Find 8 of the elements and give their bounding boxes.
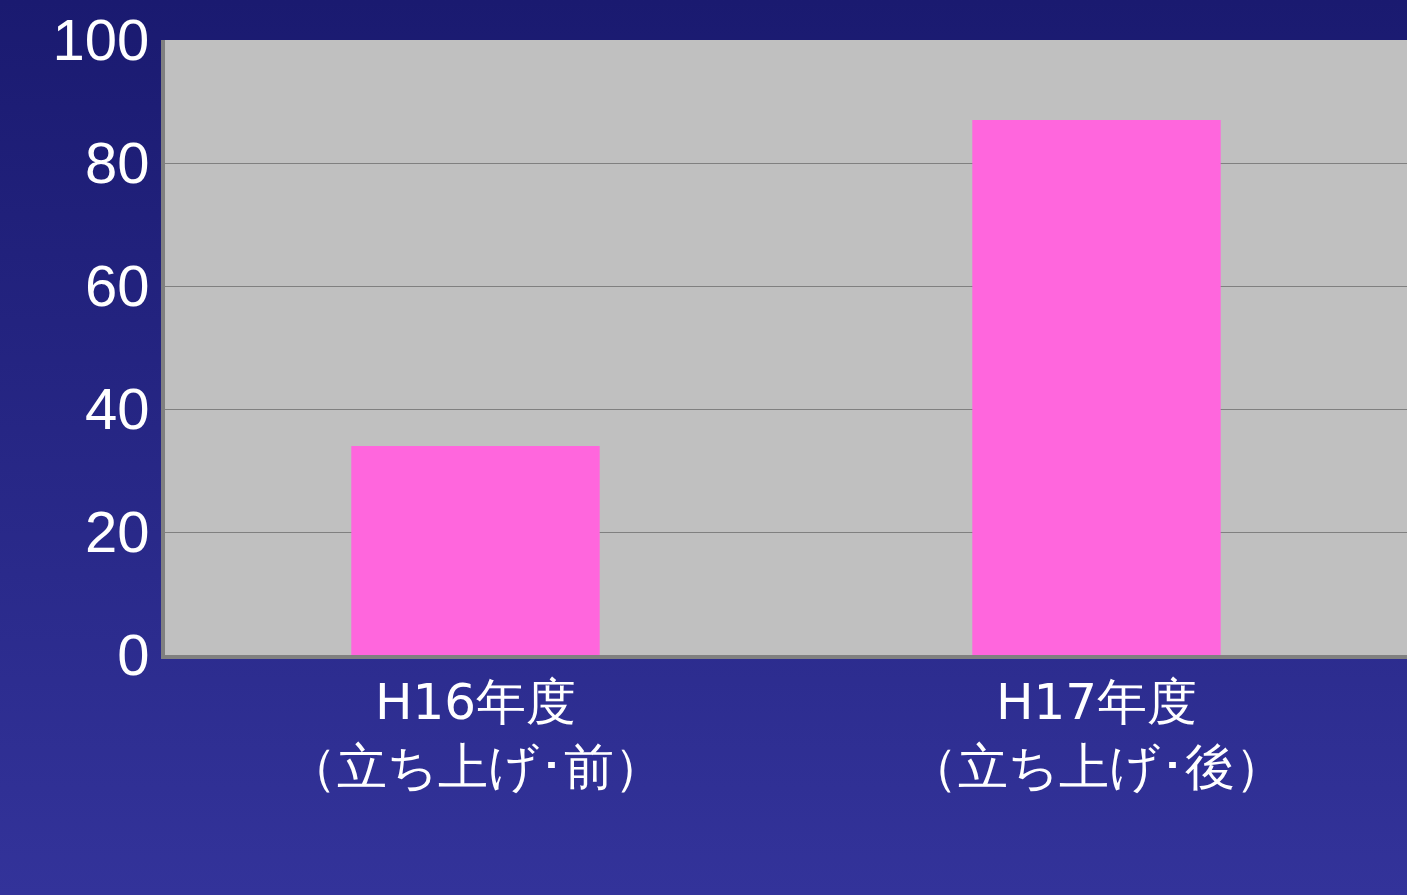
x-tick-label: H17年度（立ち上げ･後） [908,673,1285,796]
y-tick-label: 80 [84,130,150,196]
y-tick-label: 0 [117,622,150,688]
x-tick-label: H16年度（立ち上げ･前） [287,673,664,796]
y-tick-label: 20 [84,499,150,565]
y-tick-label: 100 [52,7,150,73]
y-tick-label: 60 [84,253,150,319]
y-tick-label: 40 [84,376,150,442]
